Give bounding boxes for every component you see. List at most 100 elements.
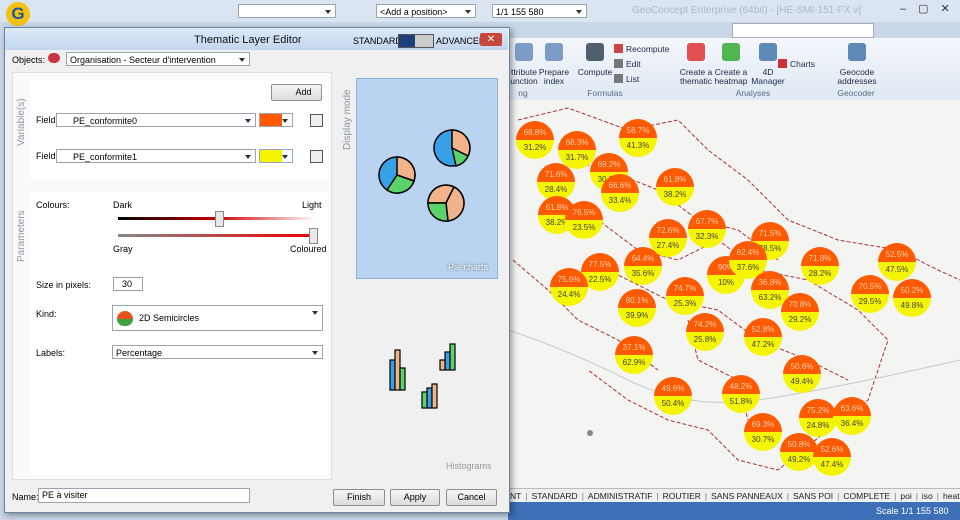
semicircle-top [729,241,767,260]
ribbon-button[interactable]: ttribute unction [510,67,538,86]
field: PE_conformite1 [73,152,138,162]
semicircle-top [619,119,657,138]
field-select[interactable]: PE_conformite1 [56,149,256,163]
symbol-bottom-label: 28.4% [545,185,568,194]
app-logo[interactable]: G [6,2,30,26]
hist-caption: Histograms [446,461,492,471]
tab-separator: | [704,491,708,501]
field-options[interactable] [310,114,323,127]
finish-button[interactable]: Finish [333,489,385,506]
semicircle-top [799,399,837,418]
semicircle-top [780,433,818,452]
apply-button[interactable]: Apply [390,489,440,506]
scale-box[interactable]: 1/1 155 580 [492,4,587,18]
semicircle-top [624,247,662,266]
semicircle-top [722,375,760,394]
ribbon-button[interactable]: Compute [577,67,613,77]
gray-coloured-slider[interactable] [118,234,316,237]
objects: Organisation - Secteur d'intervention [70,55,216,65]
symbol-bottom-label: 25.8% [694,335,717,344]
status-scale: Scale 1/1 155 580 [876,506,949,516]
map-tab[interactable]: heatm [943,491,960,501]
ribbon-group-label: Analyses [735,88,771,98]
symbol-bottom-label: 32.3% [696,232,719,241]
map-tab[interactable]: SANS POI [793,491,834,501]
field-label: Field: [36,151,59,161]
window-controls[interactable]: –▢✕ [900,3,960,15]
semicircle-bottom [688,229,726,248]
ribbon-icon [515,43,533,61]
semicircle-top [654,377,692,396]
ribbon-button[interactable]: Edit [626,59,641,69]
ribbon-button[interactable]: Recompute [626,44,670,54]
parameters-caption: Parameters [16,210,27,262]
standard[interactable]: STANDARD [353,36,402,46]
ribbon-button[interactable]: Prepare index [538,67,570,86]
slider-thumb[interactable] [215,211,224,227]
ribbon-button[interactable]: List [626,74,640,84]
scale: 1/1 155 580 [496,7,544,17]
kind-select[interactable]: 2D Semicircles [112,305,323,331]
histogram-icons[interactable] [380,340,470,410]
map-tab[interactable]: ADMINISTRATIF [587,491,653,501]
symbol-top-label: 62.4% [737,248,760,257]
close-button[interactable]: ✕ [480,33,502,46]
slider-thumb[interactable] [309,228,318,244]
semicircle-top [601,174,639,193]
symbol-bottom-label: 25.3% [674,299,697,308]
add-button[interactable]: Add [271,84,322,101]
symbol-top-label: 61.8% [546,203,569,212]
ribbon-button[interactable]: Create a thematic [679,67,713,86]
name-input[interactable]: PE à visiter [38,488,250,503]
semicircle-top [781,293,819,312]
ribbon-button[interactable]: Geocode addresses [837,67,877,86]
combo[interactable] [238,4,336,18]
field-select[interactable]: PE_conformite0 [56,113,256,127]
field-color[interactable] [259,113,293,127]
apply: Apply [403,492,427,502]
position-box[interactable]: <Add a position> [376,4,476,18]
symbol-top-label: 50.6% [791,362,814,371]
map-tab[interactable]: STANDARD [531,491,578,501]
ribbon-button[interactable]: 4D Manager [751,67,785,86]
size-input[interactable]: 30 [113,277,143,291]
labels-select[interactable]: Percentage [112,345,323,359]
mode-toggle[interactable] [398,34,434,48]
field-label: Field: [36,115,59,125]
map-tab[interactable]: ROUTIER [662,491,701,501]
map-tab[interactable]: NT [510,491,522,501]
cancel-button[interactable]: Cancel [446,489,497,506]
field-options[interactable] [310,150,323,163]
semicircle-bottom [722,394,760,413]
symbol-top-label: 71.8% [809,254,832,263]
symbol-top-label: 70.8% [789,300,812,309]
symbol-top-label: 71.6% [545,170,568,179]
symbol-bottom-label: 38.2% [546,218,569,227]
semicircle-bottom [615,355,653,374]
ribbon-button[interactable]: Charts [790,59,816,69]
semicircle-bottom [654,396,692,415]
semicircle-bottom [893,298,931,317]
objects-select[interactable]: Organisation - Secteur d'intervention [66,52,250,66]
map-tab[interactable]: COMPLETE [843,491,891,501]
map-tab[interactable]: poi [900,491,912,501]
field-color[interactable] [259,149,293,163]
finish: Finish [346,492,371,502]
map-tab[interactable]: SANS PANNEAUX [711,491,783,501]
symbol-bottom-label: 47.5% [886,265,909,274]
ribbon-group-label: Formulas [587,88,623,98]
ribbon-icon [687,43,705,61]
search-box[interactable] [732,23,874,38]
semicircle-bottom [799,418,837,437]
ribbon-button[interactable]: Create a heatmap [714,67,748,86]
symbol-top-label: 74.7% [674,284,697,293]
semicircle-bottom [801,266,839,285]
semicircle-top [751,222,789,241]
semicircle-top [558,131,596,150]
advanced[interactable]: ADVANCED [436,36,486,46]
symbol-bottom-label: 27.4% [657,241,680,250]
size: 30 [121,279,132,289]
map-tab[interactable]: iso [921,491,933,501]
semicircle-bottom [537,182,575,201]
symbol-bottom-label: 49.4% [791,377,814,386]
